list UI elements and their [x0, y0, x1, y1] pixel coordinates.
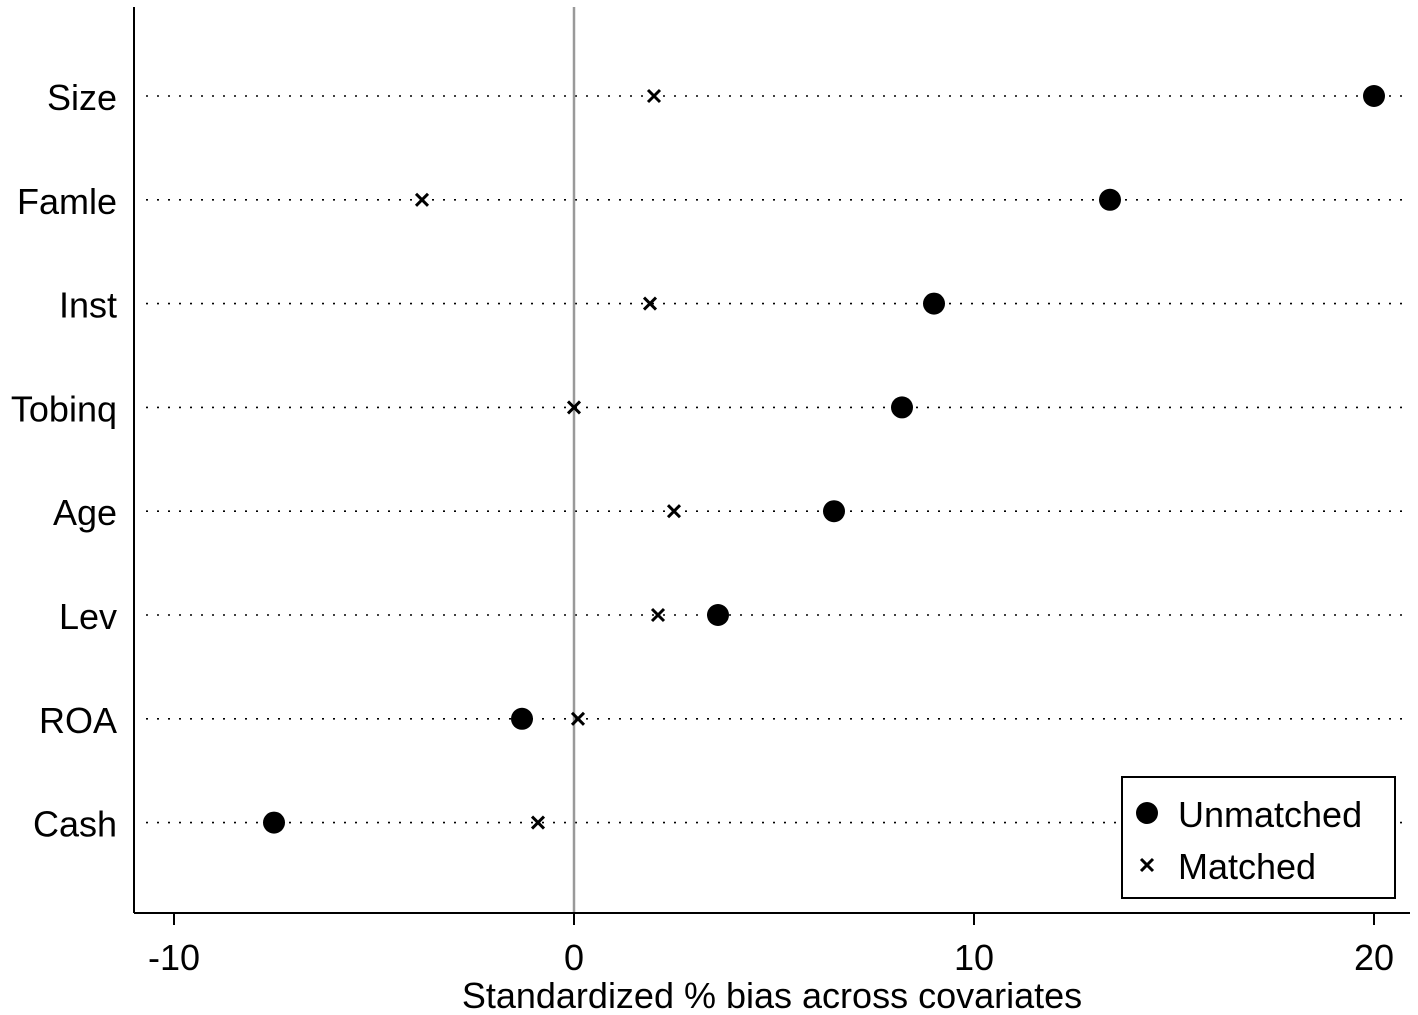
matched-marker-famle [414, 192, 430, 207]
matched-marker-size [646, 88, 662, 104]
x-axis-ticks: -10 0 10 20 [148, 913, 1394, 978]
y-label-inst: Inst [59, 285, 117, 326]
legend-matched-label: Matched [1178, 846, 1316, 887]
y-label-tobinq: Tobinq [11, 388, 117, 429]
legend-unmatched-marker [1136, 802, 1158, 824]
legend: Unmatched Matched [1121, 776, 1396, 899]
y-axis-category-labels: Size Famle Inst Tobinq Age Lev ROA Cash [11, 77, 117, 845]
x-axis-title: Standardized % bias across covariates [462, 975, 1082, 1015]
x-tick-label: 0 [564, 937, 584, 978]
unmatched-marker-tobinq [891, 396, 913, 419]
unmatched-marker-inst [923, 292, 945, 315]
matched-marker-lev [650, 607, 666, 623]
y-label-cash: Cash [33, 804, 117, 845]
x-tick-label: 10 [954, 937, 994, 978]
legend-box [1121, 776, 1396, 899]
unmatched-marker-age [823, 500, 845, 523]
x-tick-label: 20 [1354, 937, 1394, 978]
legend-matched-marker [1139, 857, 1155, 873]
y-label-roa: ROA [39, 700, 117, 741]
data-marks [263, 85, 1385, 834]
axes [133, 7, 1410, 914]
matched-marker-tobinq [566, 400, 582, 415]
y-label-famle: Famle [17, 181, 117, 222]
unmatched-marker-roa [511, 707, 533, 730]
guide-lines [146, 95, 1410, 824]
unmatched-marker-lev [707, 604, 729, 626]
matched-marker-roa [570, 711, 586, 726]
y-label-size: Size [47, 77, 117, 118]
matched-marker-age [666, 504, 682, 519]
unmatched-marker-cash [263, 811, 285, 834]
matched-marker-inst [642, 296, 658, 311]
x-tick-label: -10 [148, 937, 200, 978]
y-label-age: Age [53, 492, 117, 533]
unmatched-marker-size [1363, 85, 1385, 107]
unmatched-marker-famle [1099, 188, 1121, 211]
matched-marker-cash [530, 815, 546, 830]
y-label-lev: Lev [59, 596, 117, 637]
legend-unmatched-label: Unmatched [1178, 794, 1362, 835]
